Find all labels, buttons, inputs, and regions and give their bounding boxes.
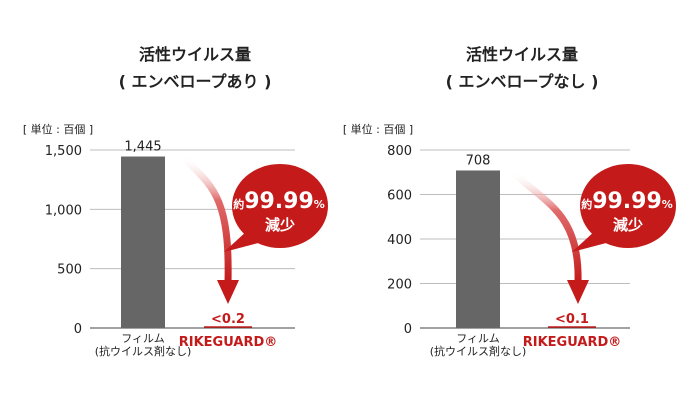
chart-subtitle: ( エンベロープあり ) [119, 72, 272, 91]
badge-sub: 減少 [265, 216, 295, 234]
category-label: フィルム(抗ウイルス剤なし) [430, 332, 527, 358]
category-label: RIKEGUARD® [523, 335, 622, 350]
category-label: フィルム(抗ウイルス剤なし) [95, 332, 192, 358]
y-tick-label: 0 [404, 322, 412, 337]
reduction-badge: 約99.99% 減少 [572, 164, 676, 252]
chart-2: 活性ウイルス量 ( エンベロープなし ) [ 単位 : 百個 ] 0 200 400 600… [343, 45, 676, 358]
reduction-badge: 約99.99% 減少 [224, 164, 328, 252]
data-label: 708 [466, 153, 491, 168]
chart-title: 活性ウイルス量 [466, 45, 578, 64]
y-tick-label: 1,000 [45, 203, 82, 218]
unit-label: [ 単位 : 百個 ] [343, 122, 413, 136]
chart-1: 活性ウイルス量 ( エンベロープあり ) [ 単位 : 百個 ] 0 500 1,000 1… [23, 45, 328, 358]
chart-subtitle: ( エンベロープなし ) [446, 72, 599, 91]
y-tick-label: 800 [387, 144, 412, 159]
unit-label: [ 単位 : 百個 ] [23, 122, 93, 136]
bar [121, 156, 165, 328]
bar [456, 170, 500, 328]
category-label: RIKEGUARD® [179, 335, 278, 350]
badge-value: 約99.99% [581, 189, 673, 214]
y-tick-label: 1,500 [45, 144, 82, 159]
badge-sub: 減少 [613, 216, 643, 234]
data-label: <0.2 [211, 312, 245, 327]
badge-value: 約99.99% [233, 189, 325, 214]
y-tick-label: 600 [387, 189, 412, 204]
reduction-arrow [179, 153, 239, 304]
data-label: <0.1 [555, 312, 589, 327]
y-tick-label: 400 [387, 233, 412, 248]
reduction-arrow [510, 169, 589, 304]
y-tick-label: 0 [74, 322, 82, 337]
data-label: 1,445 [124, 140, 161, 155]
y-tick-label: 200 [387, 278, 412, 293]
y-tick-label: 500 [57, 263, 82, 278]
chart-title: 活性ウイルス量 [139, 45, 251, 64]
